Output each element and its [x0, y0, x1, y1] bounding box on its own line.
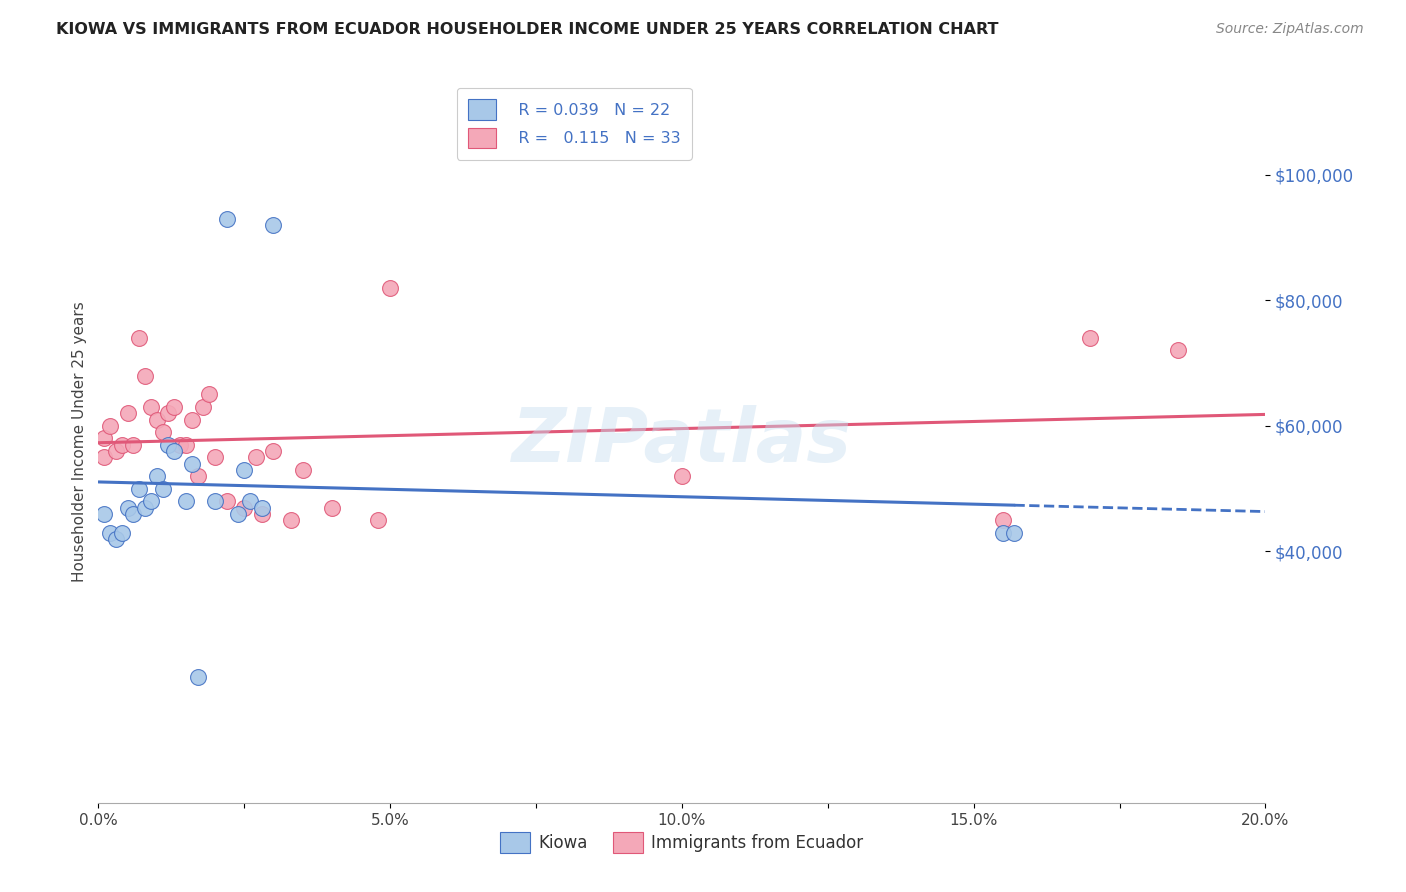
Point — [233, 500, 256, 515]
Point — [198, 387, 221, 401]
Point — [139, 494, 162, 508]
Point — [93, 507, 115, 521]
Point — [134, 368, 156, 383]
Point — [228, 507, 250, 521]
Point — [98, 418, 121, 433]
Legend: Kiowa, Immigrants from Ecuador: Kiowa, Immigrants from Ecuador — [494, 826, 870, 860]
Point — [187, 670, 209, 684]
Point — [174, 494, 197, 508]
Point — [291, 463, 314, 477]
Point — [180, 457, 202, 471]
Y-axis label: Householder Income Under 25 years: Householder Income Under 25 years — [72, 301, 87, 582]
Point — [262, 444, 284, 458]
Point — [152, 482, 174, 496]
Point — [262, 218, 284, 232]
Point — [98, 525, 121, 540]
Point — [991, 525, 1014, 540]
Text: KIOWA VS IMMIGRANTS FROM ECUADOR HOUSEHOLDER INCOME UNDER 25 YEARS CORRELATION C: KIOWA VS IMMIGRANTS FROM ECUADOR HOUSEHO… — [56, 22, 998, 37]
Point — [991, 513, 1014, 527]
Point — [146, 412, 169, 426]
Point — [280, 513, 302, 527]
Point — [111, 438, 134, 452]
Point — [169, 438, 191, 452]
Point — [1167, 343, 1189, 358]
Point — [117, 406, 139, 420]
Point — [128, 331, 150, 345]
Text: Source: ZipAtlas.com: Source: ZipAtlas.com — [1216, 22, 1364, 37]
Point — [245, 450, 267, 465]
Point — [215, 494, 238, 508]
Point — [157, 438, 180, 452]
Point — [1080, 331, 1102, 345]
Point — [157, 406, 180, 420]
Point — [128, 482, 150, 496]
Point — [152, 425, 174, 439]
Point — [163, 444, 186, 458]
Point — [104, 532, 127, 546]
Point — [380, 280, 402, 294]
Point — [367, 513, 389, 527]
Point — [117, 500, 139, 515]
Point — [671, 469, 693, 483]
Point — [250, 500, 273, 515]
Point — [193, 400, 215, 414]
Point — [122, 438, 145, 452]
Point — [1004, 525, 1026, 540]
Point — [187, 469, 209, 483]
Point — [204, 494, 226, 508]
Point — [180, 412, 202, 426]
Point — [139, 400, 162, 414]
Text: ZIPatlas: ZIPatlas — [512, 405, 852, 478]
Point — [134, 500, 156, 515]
Point — [93, 431, 115, 445]
Point — [174, 438, 197, 452]
Point — [233, 463, 256, 477]
Point — [239, 494, 262, 508]
Point — [321, 500, 343, 515]
Point — [93, 450, 115, 465]
Point — [204, 450, 226, 465]
Point — [111, 525, 134, 540]
Point — [104, 444, 127, 458]
Point — [215, 211, 238, 226]
Point — [146, 469, 169, 483]
Point — [122, 507, 145, 521]
Point — [163, 400, 186, 414]
Point — [250, 507, 273, 521]
